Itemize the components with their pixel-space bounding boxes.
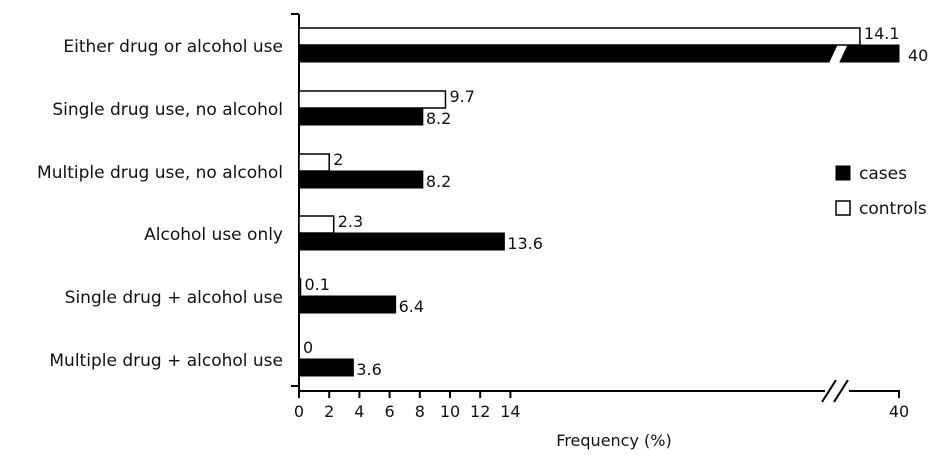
x-tick-label: 10 bbox=[440, 402, 460, 421]
x-tick-label: 0 bbox=[294, 402, 304, 421]
value-label-cases-single-drug-alcohol-use: 6.4 bbox=[399, 297, 424, 316]
x-axis-break-mark bbox=[821, 379, 837, 403]
value-label-controls-multiple-drug-use-no-alcohol: 2 bbox=[333, 150, 343, 169]
category-label-multiple-drug-alcohol-use: Multiple drug + alcohol use bbox=[49, 351, 283, 371]
x-tick-label: 14 bbox=[500, 402, 520, 421]
bar-cases-single-drug-alcohol-use bbox=[298, 295, 397, 314]
x-tick-label: 40 bbox=[889, 402, 909, 421]
value-label-controls-multiple-drug-alcohol-use: 0 bbox=[303, 338, 313, 357]
value-label-cases-either-drug-or-alcohol-use: 40 bbox=[908, 46, 928, 65]
bar-cases-alcohol-use-only bbox=[298, 232, 505, 251]
x-tick-label: 12 bbox=[470, 402, 490, 421]
x-tick-label: 4 bbox=[354, 402, 364, 421]
value-label-controls-single-drug-use-no-alcohol: 9.7 bbox=[449, 87, 474, 106]
legend: cases controls bbox=[835, 164, 927, 219]
category-label-alcohol-use-only: Alcohol use only bbox=[144, 225, 283, 245]
bar-cases-multiple-drug-use-no-alcohol bbox=[298, 170, 424, 189]
category-label-single-drug-alcohol-use: Single drug + alcohol use bbox=[65, 288, 283, 308]
bar-controls-single-drug-alcohol-use bbox=[298, 278, 302, 297]
value-label-cases-single-drug-use-no-alcohol: 8.2 bbox=[426, 109, 451, 128]
legend-swatch-controls bbox=[835, 200, 851, 216]
x-tick-label: 8 bbox=[415, 402, 425, 421]
category-label-either-drug-or-alcohol-use: Either drug or alcohol use bbox=[63, 37, 283, 57]
axes: 0 2 4 6 8 10 12 14 40 Frequency (%) bbox=[291, 13, 909, 450]
legend-swatch-cases bbox=[835, 165, 851, 181]
x-axis-title: Frequency (%) bbox=[556, 431, 671, 450]
value-label-cases-alcohol-use-only: 13.6 bbox=[507, 234, 543, 253]
bar-controls-multiple-drug-use-no-alcohol bbox=[298, 153, 330, 172]
category-label-single-drug-use-no-alcohol: Single drug use, no alcohol bbox=[52, 100, 283, 120]
category-label-multiple-drug-use-no-alcohol: Multiple drug use, no alcohol bbox=[37, 163, 283, 183]
labels: Either drug or alcohol use 14.1 40 Single d… bbox=[37, 24, 928, 379]
bar-controls-alcohol-use-only bbox=[298, 215, 335, 234]
value-label-cases-multiple-drug-use-no-alcohol: 8.2 bbox=[426, 172, 451, 191]
legend-label-cases: cases bbox=[859, 164, 907, 184]
x-tick-label: 2 bbox=[324, 402, 334, 421]
bars bbox=[298, 27, 900, 377]
bar-cases-single-drug-use-no-alcohol bbox=[298, 107, 424, 126]
value-label-controls-alcohol-use-only: 2.3 bbox=[338, 212, 363, 231]
x-tick-label: 6 bbox=[385, 402, 395, 421]
bar-controls-either-drug-or-alcohol-use bbox=[298, 27, 861, 46]
x-axis-break-mark bbox=[833, 379, 849, 403]
bar-cases-either-drug-or-alcohol-use-continued bbox=[839, 44, 900, 63]
value-label-controls-single-drug-alcohol-use: 0.1 bbox=[305, 275, 330, 294]
legend-label-controls: controls bbox=[859, 199, 927, 219]
bar-cases-either-drug-or-alcohol-use bbox=[298, 44, 838, 63]
bar-cases-multiple-drug-alcohol-use bbox=[298, 358, 354, 377]
value-label-controls-either-drug-or-alcohol-use: 14.1 bbox=[864, 24, 900, 43]
value-label-cases-multiple-drug-alcohol-use: 3.6 bbox=[356, 360, 381, 379]
bar-controls-single-drug-use-no-alcohol bbox=[298, 90, 447, 109]
